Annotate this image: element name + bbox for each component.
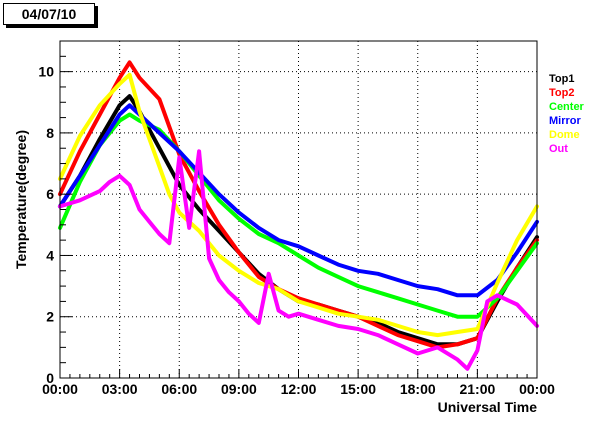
date-title-text: 04/07/10: [21, 6, 77, 22]
legend-entry-center: Center: [549, 101, 585, 113]
series-layer: [58, 60, 539, 371]
series-line-mirror: [58, 103, 539, 298]
x-tick-label: 18:00: [400, 381, 436, 397]
date-title-box: 04/07/10: [3, 3, 95, 25]
legend-entry-dome: Dome: [549, 129, 580, 141]
series-line-out: [58, 149, 539, 371]
y-tick-label: 6: [46, 186, 54, 202]
grid-lines: [60, 41, 537, 378]
series-mirror: [58, 103, 539, 298]
series-line-dome: [58, 72, 539, 338]
y-tick-label: 8: [46, 125, 54, 141]
x-tick-label: 09:00: [221, 381, 257, 397]
x-tick-label: 00:00: [42, 381, 78, 397]
y-tick-label: 2: [46, 309, 54, 325]
legend-entry-out: Out: [549, 143, 568, 155]
legend-entry-mirror: Mirror: [549, 115, 582, 127]
y-tick-label: 4: [46, 247, 54, 263]
series-line-center: [58, 112, 539, 319]
series-center: [58, 112, 539, 319]
y-tick-label: 0: [46, 370, 54, 386]
legend-entry-top2: Top2: [549, 87, 574, 99]
x-axis-ticks: 00:00 03:00 06:00 09:00 12:00 15:00 18:00 21:00…: [42, 369, 555, 397]
x-tick-label: 03:00: [102, 381, 138, 397]
legend-entry-top1: Top1: [549, 73, 574, 85]
series-dome: [58, 72, 539, 338]
y-axis-title: Temperature(degree): [13, 130, 29, 269]
legend: Top1 Top2 Center Mirror Dome Out: [549, 73, 585, 155]
x-tick-label: 15:00: [340, 381, 376, 397]
y-axis-ticks: 0 2 4 6 8 10: [38, 55, 72, 386]
x-tick-label: 00:00: [519, 381, 555, 397]
x-axis-title: Universal Time: [438, 399, 538, 415]
x-tick-label: 21:00: [459, 381, 495, 397]
x-tick-label: 06:00: [161, 381, 197, 397]
series-out: [58, 149, 539, 371]
y-tick-label: 10: [38, 64, 54, 80]
x-tick-label: 12:00: [281, 381, 317, 397]
